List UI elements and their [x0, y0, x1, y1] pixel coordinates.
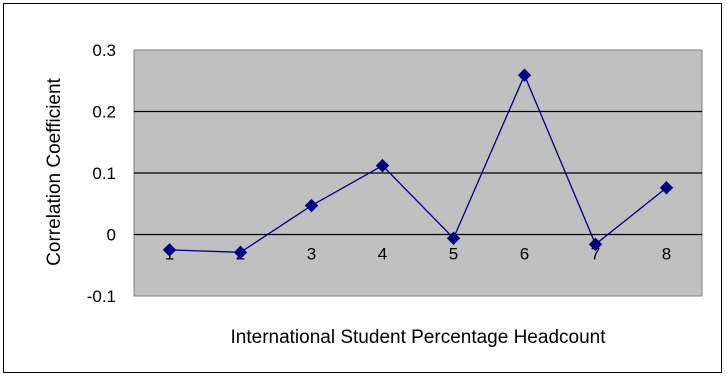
data-point-marker — [659, 181, 674, 195]
x-tick-label: 8 — [662, 245, 671, 264]
data-point-marker — [162, 243, 177, 257]
y-axis-title: Correlation Coefficient — [44, 77, 65, 265]
y-tick-label: 0.2 — [92, 103, 116, 122]
x-tick-label: 7 — [591, 245, 600, 264]
data-point-marker — [446, 231, 461, 245]
x-tick-label: 5 — [449, 245, 458, 264]
data-point-marker — [588, 237, 603, 252]
y-tick-label: 0.3 — [92, 41, 116, 60]
y-tick-label: 0.1 — [92, 164, 116, 183]
data-point-marker — [375, 158, 390, 173]
data-point-marker — [517, 68, 532, 82]
data-point-marker — [233, 245, 248, 260]
series-markers — [162, 68, 674, 260]
y-tick-label: -0.1 — [87, 287, 116, 306]
x-tick-label: 3 — [307, 245, 316, 264]
x-tick-label: 6 — [520, 245, 529, 264]
y-tick-label: 0 — [107, 226, 116, 245]
x-axis-title: International Student Percentage Headcou… — [231, 327, 607, 348]
x-tick-label: 4 — [378, 245, 387, 264]
y-tick-labels: -0.1 0 0.1 0.2 0.3 — [87, 41, 116, 306]
series-line — [169, 73, 667, 253]
data-point-marker — [304, 198, 319, 213]
